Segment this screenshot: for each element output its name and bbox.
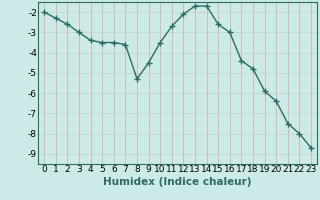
- X-axis label: Humidex (Indice chaleur): Humidex (Indice chaleur): [103, 177, 252, 187]
